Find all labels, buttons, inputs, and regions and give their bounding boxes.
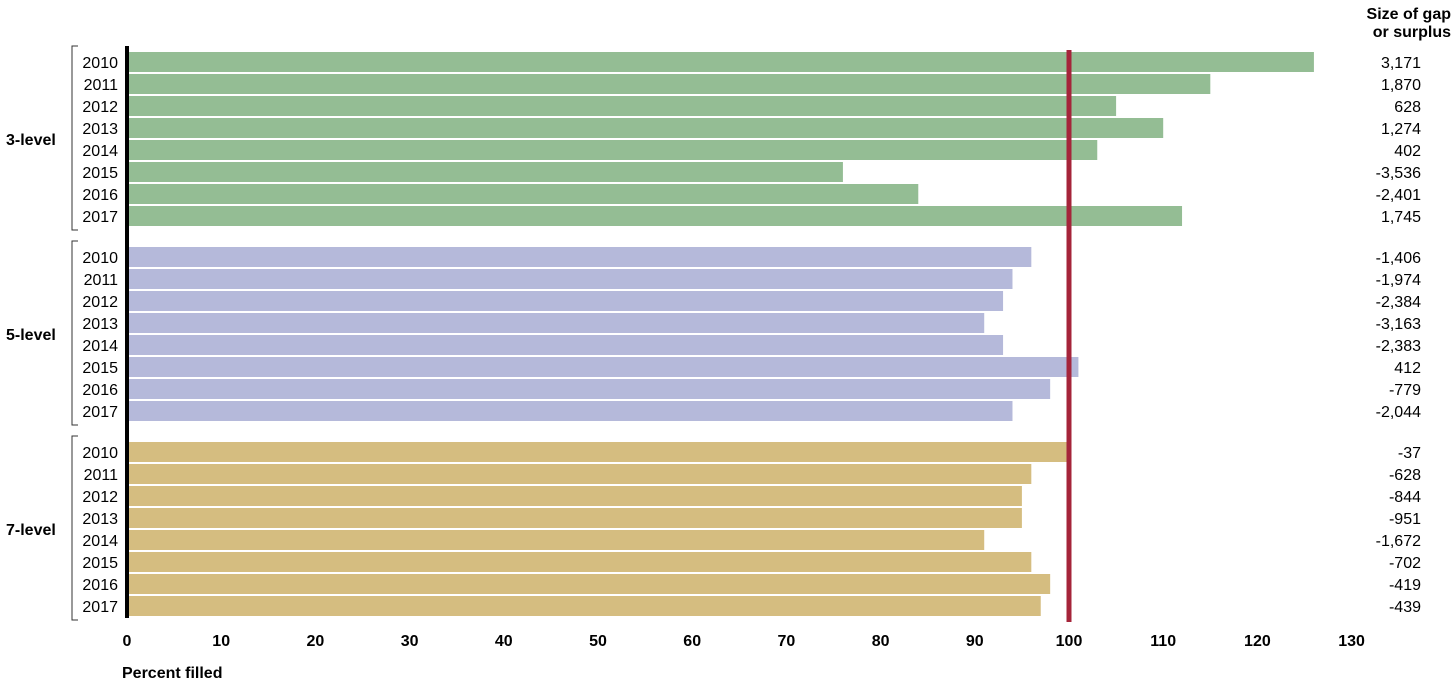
x-tick-label: 40: [495, 633, 513, 650]
gap-value: -439: [1389, 599, 1421, 616]
bar-3-level-2016: [127, 184, 919, 204]
gap-value: 628: [1394, 99, 1421, 116]
bar-7-level-2014: [127, 530, 985, 550]
gap-value: -844: [1389, 489, 1421, 506]
x-tick-label: 130: [1338, 633, 1365, 650]
bar-5-level-2017: [127, 401, 1013, 421]
year-label: 2012: [82, 294, 118, 311]
year-label: 2015: [82, 555, 118, 572]
bar-5-level-2015: [127, 357, 1079, 377]
year-label: 2010: [82, 55, 118, 72]
x-tick-label: 120: [1244, 633, 1271, 650]
gap-column-title: Size of gap or surplus: [1291, 6, 1451, 42]
bar-7-level-2015: [127, 552, 1032, 572]
bar-7-level-2011: [127, 464, 1032, 484]
group-label-3-level: 3-level: [6, 132, 56, 149]
x-tick-label: 90: [966, 633, 984, 650]
year-label: 2010: [82, 445, 118, 462]
gap-value: -3,536: [1376, 165, 1421, 182]
year-label: 2017: [82, 599, 118, 616]
x-tick-label: 50: [589, 633, 607, 650]
group-label-5-level: 5-level: [6, 327, 56, 344]
year-label: 2016: [82, 382, 118, 399]
bar-5-level-2013: [127, 313, 985, 333]
bar-5-level-2010: [127, 247, 1032, 267]
gap-value: -779: [1389, 382, 1421, 399]
group-bracket: [71, 240, 78, 426]
gap-value: -951: [1389, 511, 1421, 528]
gap-value: -628: [1389, 467, 1421, 484]
gap-value: 412: [1394, 360, 1421, 377]
x-tick-label: 70: [778, 633, 796, 650]
bar-7-level-2017: [127, 596, 1041, 616]
year-label: 2015: [82, 165, 118, 182]
x-tick-label: 0: [123, 633, 132, 650]
year-label: 2014: [82, 338, 118, 355]
x-tick-label: 80: [872, 633, 890, 650]
gap-value: 3,171: [1381, 55, 1421, 72]
gap-value: -2,401: [1376, 187, 1421, 204]
year-label: 2014: [82, 143, 118, 160]
x-tick-label: 10: [212, 633, 230, 650]
gap-value: -1,406: [1376, 250, 1421, 267]
gap-column-title-line-1: Size of gap: [1366, 6, 1451, 23]
year-label: 2013: [82, 121, 118, 138]
year-label: 2015: [82, 360, 118, 377]
x-tick-label: 20: [307, 633, 325, 650]
bar-3-level-2017: [127, 206, 1183, 226]
bar-5-level-2014: [127, 335, 1004, 355]
group-bracket: [71, 45, 78, 231]
bar-3-level-2012: [127, 96, 1117, 116]
bar-5-level-2012: [127, 291, 1004, 311]
bar-7-level-2012: [127, 486, 1022, 506]
gap-value: -419: [1389, 577, 1421, 594]
year-label: 2010: [82, 250, 118, 267]
gap-value: 1,274: [1381, 121, 1421, 138]
bar-3-level-2013: [127, 118, 1164, 138]
gap-value: 1,745: [1381, 209, 1421, 226]
gap-value: -2,384: [1376, 294, 1421, 311]
bar-3-level-2015: [127, 162, 843, 182]
gap-value: -2,383: [1376, 338, 1421, 355]
bar-3-level-2010: [127, 52, 1314, 72]
bar-5-level-2011: [127, 269, 1013, 289]
year-label: 2017: [82, 209, 118, 226]
year-label: 2011: [84, 77, 119, 94]
gap-value: -2,044: [1376, 404, 1421, 421]
x-axis-label: Percent filled: [122, 665, 222, 681]
year-label: 2016: [82, 577, 118, 594]
bar-7-level-2010: [127, 442, 1069, 462]
bar-3-level-2011: [127, 74, 1211, 94]
gap-value: -1,974: [1376, 272, 1421, 289]
gap-value: 402: [1394, 143, 1421, 160]
bar-7-level-2016: [127, 574, 1051, 594]
bar-3-level-2014: [127, 140, 1098, 160]
gap-value: -1,672: [1376, 533, 1421, 550]
gap-value: -3,163: [1376, 316, 1421, 333]
year-label: 2011: [84, 272, 119, 289]
gap-value: 1,870: [1381, 77, 1421, 94]
bar-7-level-2013: [127, 508, 1022, 528]
year-label: 2016: [82, 187, 118, 204]
year-label: 2011: [84, 467, 119, 484]
year-label: 2012: [82, 99, 118, 116]
year-label: 2017: [82, 404, 118, 421]
year-label: 2013: [82, 316, 118, 333]
gap-column-title-line-2: or surplus: [1372, 24, 1451, 41]
year-label: 2014: [82, 533, 118, 550]
x-tick-label: 100: [1056, 633, 1083, 650]
group-bracket: [71, 435, 78, 621]
x-tick-label: 110: [1150, 633, 1176, 650]
bar-5-level-2016: [127, 379, 1051, 399]
year-label: 2012: [82, 489, 118, 506]
gap-value: -37: [1398, 445, 1421, 462]
x-tick-label: 60: [683, 633, 701, 650]
x-tick-label: 30: [401, 633, 419, 650]
year-label: 2013: [82, 511, 118, 528]
gap-value: -702: [1389, 555, 1421, 572]
group-label-7-level: 7-level: [6, 522, 56, 539]
